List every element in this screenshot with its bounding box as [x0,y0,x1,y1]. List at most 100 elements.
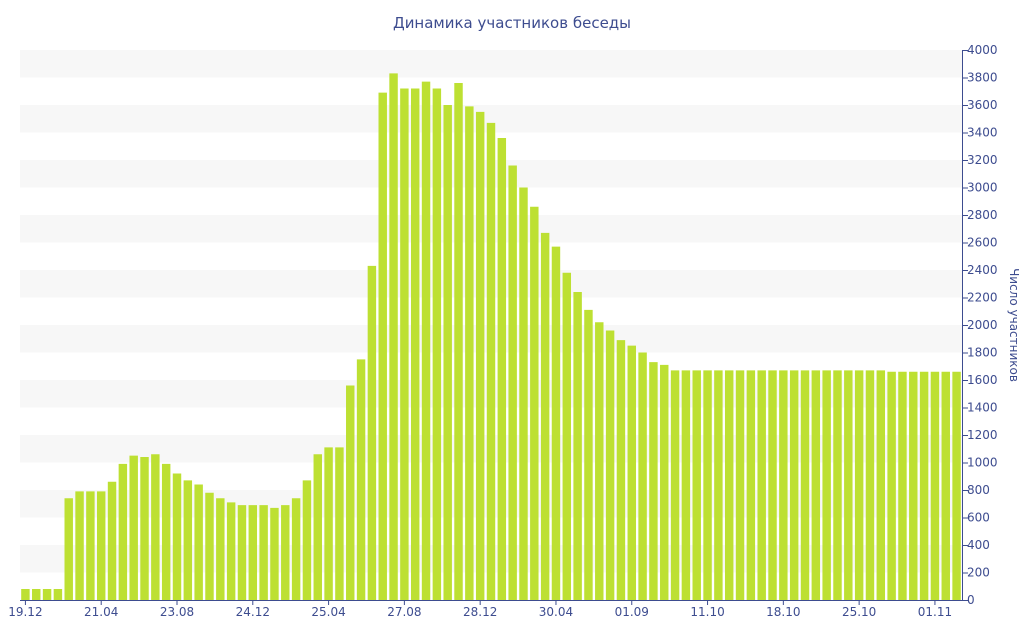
bar-68 [757,370,766,601]
bar-41 [465,106,474,601]
bar-24 [281,505,290,601]
y-tick-label: 2200 [967,291,998,305]
y-tick-label: 3800 [967,71,998,85]
bar-48 [540,232,550,601]
bar-17 [205,492,214,600]
y-tick-label: 3400 [967,126,998,140]
bar-19 [226,502,236,601]
bar-50 [562,272,572,600]
bar-63 [703,370,712,601]
y-tick-label: 2600 [967,236,998,250]
bar-86 [952,371,961,600]
x-tick-label: 23.08 [160,605,194,619]
y-tick-label: 800 [967,483,990,497]
bar-28 [324,447,333,601]
bar-26 [302,480,312,601]
bar-65 [724,370,734,601]
bar-13 [161,463,171,601]
y-tick-label: 400 [967,538,990,552]
bar-73 [811,370,821,601]
x-tick-label: 01.11 [918,605,952,619]
x-tick-label: 27.08 [387,605,421,619]
y-tick-label: 3200 [967,153,998,167]
bar-62 [692,370,701,601]
x-tick-label: 18.10 [766,605,800,619]
bar-6 [86,491,95,601]
bar-44 [497,138,507,600]
x-tick-label: 28.12 [463,605,497,619]
bar-0 [21,589,30,600]
bar-60 [670,370,680,601]
bar-43 [486,122,496,601]
bar-18 [216,498,225,600]
bar-59 [660,364,669,601]
bar-15 [183,480,193,601]
bar-85 [941,371,950,600]
x-tick-label: 25.04 [311,605,345,619]
bar-52 [584,309,593,601]
y-tick-label: 1800 [967,346,998,360]
bar-80 [887,371,896,600]
bar-2 [42,589,52,600]
bar-31 [356,359,366,601]
bar-14 [172,473,182,600]
bar-75 [833,370,842,601]
bar-38 [432,88,442,600]
bar-11 [140,457,149,600]
bar-61 [681,370,691,601]
bar-81 [898,371,907,600]
bar-69 [768,370,777,601]
y-tick-label: 0 [967,593,975,607]
x-tick-label: 24.12 [236,605,270,619]
bar-5 [75,491,84,601]
bar-77 [854,370,864,601]
bar-3 [53,589,63,600]
bar-7 [96,491,106,601]
bar-74 [822,370,831,601]
bar-72 [800,370,810,601]
bar-45 [508,165,517,600]
bar-29 [335,447,344,601]
x-tick-label: 11.10 [690,605,724,619]
x-tick-label: 25.10 [842,605,876,619]
bar-56 [627,345,636,601]
y-axis-label: Число участников [1007,268,1021,382]
bar-35 [400,88,409,600]
bar-46 [519,187,528,600]
bar-39 [443,105,452,600]
bar-10 [129,455,138,601]
bar-54 [605,330,615,600]
bar-58 [649,362,658,601]
y-tick-label: 200 [967,566,990,580]
bar-66 [735,370,745,601]
y-tick-label: 600 [967,511,990,525]
bar-23 [270,507,279,601]
bar-49 [551,246,561,601]
x-tick-label: 01.09 [615,605,649,619]
bar-67 [746,370,756,601]
bar-40 [454,83,463,600]
bar-32 [367,265,377,601]
y-tick-label: 2400 [967,263,998,277]
bar-76 [844,370,853,601]
grid-band [20,50,962,78]
bar-84 [930,371,940,600]
bar-71 [789,370,799,601]
bar-33 [378,92,387,601]
bar-57 [638,352,647,600]
x-tick-label: 30.04 [539,605,573,619]
bar-16 [194,484,203,600]
x-tick-label: 21.04 [84,605,118,619]
bar-21 [248,505,258,601]
bar-37 [421,81,431,601]
bar-55 [616,340,626,601]
bar-51 [573,292,582,600]
bar-1 [32,589,41,600]
bar-27 [313,454,322,600]
y-tick-label: 1600 [967,373,998,387]
y-tick-label: 1200 [967,428,998,442]
y-tick-label: 1000 [967,456,998,470]
axes-group: 0 200 400 600 800 1000 1200 1400 1600 1800 2000 220… [8,43,997,619]
